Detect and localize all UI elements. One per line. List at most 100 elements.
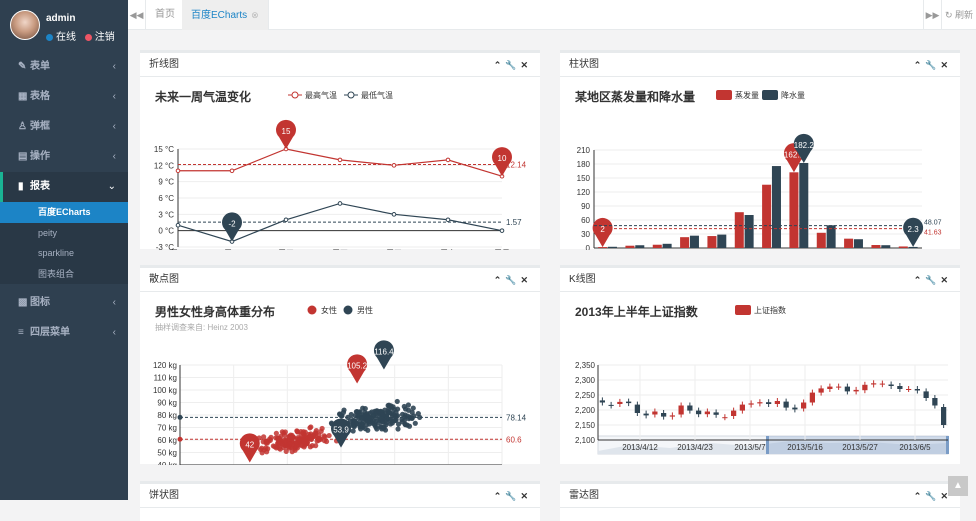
sidebar-item-menu4[interactable]: ≡ 四层菜单 ‹ [0,318,128,348]
legend-label[interactable]: 最高气温 [305,90,337,100]
collapse-icon[interactable]: ⌃ [493,60,506,70]
panel-title-text: 折线图 [149,59,179,70]
sidebar-item-charts[interactable]: ▮ 报表 ⌄ [0,172,128,202]
side-nav-2: ▩ 图标 ‹ ≡ 四层菜单 ‹ [0,288,128,348]
wrench-icon[interactable]: 🔧 [925,60,941,70]
data-point [375,420,382,426]
data-point [354,420,360,427]
close-icon[interactable]: ✕ [940,60,952,70]
collapse-icon[interactable]: ⌃ [913,275,926,285]
datazoom-handle[interactable] [946,436,949,454]
refresh-button[interactable]: ↻ 刷新 [941,0,976,30]
sidebar-item-table[interactable]: ▦ 表格 ‹ [0,82,128,112]
series-line [178,148,503,177]
data-point [272,444,278,450]
chevron-left-icon: ‹ [112,327,116,338]
legend-marker [307,305,317,315]
panel-pie: 饼状图 ⌃🔧✕ [140,481,540,521]
sidebar-item-form[interactable]: ✎ 表单 ‹ [0,52,128,82]
data-point [277,441,283,447]
chevron-left-icon: ‹ [112,61,116,72]
marker-pin-label: 53.9 [333,426,349,435]
tab-label: 首页 [155,9,175,20]
legend-label[interactable]: 最低气温 [361,90,393,100]
scroll-right-button[interactable]: ▶▶ [923,0,941,30]
legend-swatch [762,90,778,100]
mean-line-start [177,414,183,420]
sidebar-item-label: 表单 [30,61,50,72]
legend-label[interactable]: 男性 [357,305,373,315]
data-point [229,168,235,174]
data-point [298,442,305,448]
sidebar-item-icons[interactable]: ▩ 图标 ‹ [0,288,128,318]
data-point [337,157,343,163]
candle [914,389,920,391]
candle [923,391,929,398]
legend-label[interactable]: 女性 [321,305,337,315]
picture-icon: ▩ [18,297,28,308]
close-icon[interactable]: ✕ [520,491,532,501]
data-point [307,425,313,431]
user-name[interactable]: admin [46,13,76,24]
submenu-chart-combo[interactable]: 图表组合 [38,268,75,279]
data-point [313,443,319,449]
close-icon[interactable]: ⊗ [251,10,259,20]
tab-echarts[interactable]: 百度ECharts ⊗ [182,0,269,30]
wrench-icon[interactable]: 🔧 [925,275,941,285]
close-icon[interactable]: ✕ [520,275,532,285]
scroll-left-button[interactable]: ◀◀ [128,0,146,30]
candle [871,383,877,385]
sidebar-item-ops[interactable]: ▤ 操作 ‹ [0,142,128,172]
tab-home[interactable]: 首页 [146,0,185,30]
marker-pin-label: -2 [228,220,236,229]
submenu-sparkline[interactable]: sparkline [38,248,75,258]
datazoom-handle[interactable] [766,436,769,454]
legend: 女性 男性 [307,305,373,315]
wrench-icon[interactable]: 🔧 [925,491,941,501]
candle [809,392,815,403]
data-point [356,409,362,415]
collapse-icon[interactable]: ⌃ [913,491,926,501]
chevron-down-icon: ⌄ [107,181,116,192]
candle [652,411,658,415]
legend-label[interactable]: 上证指数 [754,305,786,315]
x-tick-label: 2013/6/5 [899,443,931,452]
avatar[interactable] [10,10,40,40]
wrench-icon[interactable]: 🔧 [505,60,521,70]
data-point [281,432,288,438]
data-point [376,414,383,420]
data-point [263,438,269,444]
y-tick-label: 70 kg [157,424,177,433]
bar [881,245,891,248]
sidebar-item-popup[interactable]: ♙ 弹框 ‹ [0,112,128,142]
close-icon[interactable]: ✕ [940,275,952,285]
tab-bar: ◀◀ 首页 百度ECharts ⊗ ▶▶ ↻ 刷新 [128,0,976,30]
marker-pin [903,217,924,247]
mean-label: 78.14 [506,413,527,422]
data-point [358,421,364,427]
legend-marker [343,305,353,315]
data-point [445,157,451,163]
y-tick-label: 0 °C [158,227,174,236]
submenu-echarts[interactable]: 百度ECharts [0,202,128,223]
collapse-icon[interactable]: ⌃ [493,491,506,501]
data-point [282,437,288,443]
legend-label[interactable]: 降水量 [781,90,805,100]
wrench-icon[interactable]: 🔧 [505,491,521,501]
close-icon[interactable]: ✕ [940,491,952,501]
collapse-icon[interactable]: ⌃ [913,60,926,70]
y-tick-label: 2,200 [575,406,596,415]
back-to-top-button[interactable]: ▲ [948,476,968,496]
marker-pin-label: 116.4 [374,348,394,357]
data-point [348,411,354,418]
submenu-peity[interactable]: peity [38,227,58,238]
logout-link[interactable]: 注销 [94,32,115,43]
data-point [373,408,380,414]
panel-title-text: 柱状图 [569,59,599,70]
legend-label[interactable]: 蒸发量 [735,90,759,100]
candle [704,411,710,415]
bar-chart-icon: ▮ [18,181,24,192]
wrench-icon[interactable]: 🔧 [505,275,521,285]
collapse-icon[interactable]: ⌃ [493,275,506,285]
close-icon[interactable]: ✕ [520,60,532,70]
